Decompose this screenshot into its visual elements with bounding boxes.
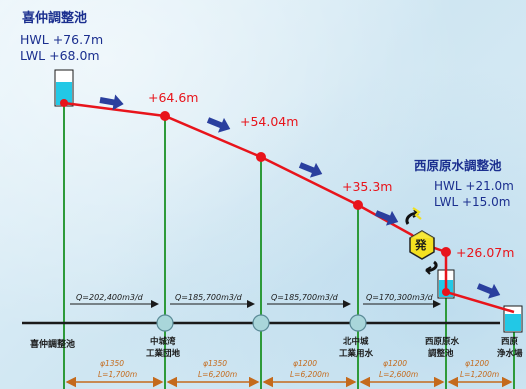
flow-arrow-icon [298,162,323,178]
elevation-label-4: +26.07m [456,245,514,260]
flow-label-4: Q=170,300m3/d [366,293,434,302]
station-vertical-lines [63,105,515,389]
plant-tank-icon [503,305,523,333]
origin-bottom-label: 喜仲調整池 [30,338,75,350]
elevation-point-origin [60,99,68,107]
pipe-4-diameter: φ1200 [383,359,407,368]
junction-node-1 [156,314,174,332]
node-3-label-line2: 浄水場 [497,348,523,359]
power-plant-label: 発 [414,238,427,252]
flow-arrow-icon [476,283,501,299]
flow-label-1: Q=202,400m3/d [76,293,144,302]
elevation-point-1 [160,111,170,121]
node-2-label-line1: 北中城 [343,336,369,347]
elevation-point-3 [353,200,363,210]
origin-lwl: LWL +68.0m [20,48,100,63]
destination-lwl: LWL +15.0m [434,195,510,209]
origin-title: 喜仲調整池 [22,10,87,26]
power-plant-icon [405,207,438,275]
pipe-3-diameter: φ1200 [293,359,317,368]
destination-bottom-label-2: 調整池 [428,348,454,359]
junction-node-2 [252,314,270,332]
pipe-1-length: L=1,700m [98,370,137,379]
node-1-label-line2: 工業団地 [146,348,181,359]
hydraulic-grade-line [63,101,515,314]
flow-arrow-icon [206,117,231,133]
elevation-label-2: +54.04m [240,114,298,129]
elevation-point-4 [441,247,451,257]
pipe-5-diameter: φ1200 [465,359,489,368]
elevation-point-destination [442,288,450,296]
destination-hwl: HWL +21.0m [434,179,514,193]
destination-title: 西原原水調整池 [414,158,502,173]
flow-arrows [99,94,501,299]
origin-tank-icon [54,69,74,107]
pipe-4-length: L=2,600m [379,370,418,379]
flow-arrow-icon [374,210,399,226]
junction-nodes [156,314,367,332]
node-3-label-line1: 西原 [501,336,519,347]
flow-label-2: Q=185,700m3/d [175,293,243,302]
pipe-2-diameter: φ1350 [203,359,227,368]
flow-arrow-icon [99,94,124,111]
destination-bottom-label-1: 西原原水 [425,336,460,347]
origin-hwl: HWL +76.7m [20,32,103,47]
junction-node-3 [349,314,367,332]
pipe-2-length: L=6,200m [198,370,237,379]
pipe-5-length: L=1,200m [460,370,499,379]
elevation-point-2 [256,152,266,162]
pipe-3-length: L=6,200m [290,370,329,379]
flow-label-3: Q=185,700m3/d [271,293,339,302]
node-2-label-line2: 工業用水 [339,348,374,359]
elevation-label-1: +64.6m [148,90,198,105]
elevation-label-3: +35.3m [342,179,392,194]
pipe-1-diameter: φ1350 [100,359,124,368]
node-1-label-line1: 中城湾 [150,336,176,347]
elevation-points [60,99,451,296]
